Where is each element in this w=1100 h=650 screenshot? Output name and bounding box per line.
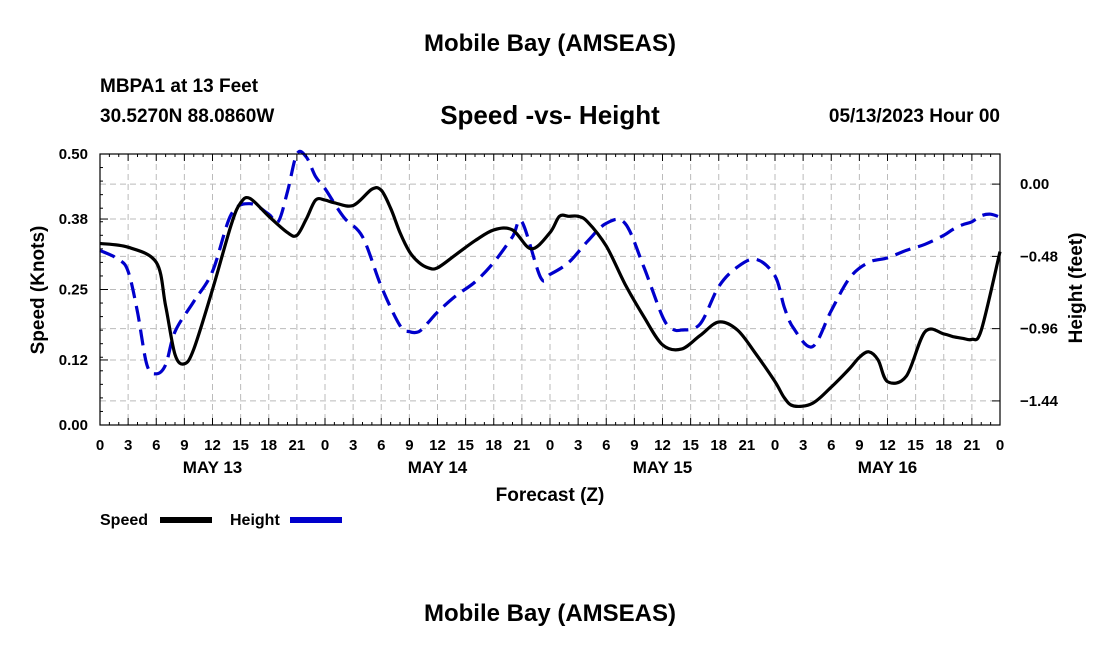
x-axis-label: Forecast (Z) xyxy=(496,485,605,506)
y2-axis-label: Height (feet) xyxy=(1066,233,1087,344)
x-tick-label: 12 xyxy=(204,437,221,454)
station-label: MBPA1 at 13 Feet xyxy=(100,76,259,97)
x-tick-label: 15 xyxy=(457,437,474,454)
chart-main-title: Mobile Bay (AMSEAS) xyxy=(423,30,677,57)
legend-label-height: Height xyxy=(230,512,280,529)
x-tick-label: 0 xyxy=(321,437,329,454)
x-tick-label: 18 xyxy=(260,437,277,454)
x-tick-label: 9 xyxy=(630,437,638,454)
x-tick-label: 6 xyxy=(377,437,385,454)
y2-tick-label: −1.44 xyxy=(1020,393,1059,410)
y-tick-label: 0.12 xyxy=(59,352,88,369)
x-tick-label: 0 xyxy=(546,437,554,454)
y2-tick-label: −0.96 xyxy=(1020,321,1058,338)
x-tick-label: 3 xyxy=(124,437,132,454)
x-tick-label: 18 xyxy=(485,437,502,454)
x-tick-label: 9 xyxy=(855,437,863,454)
station-coordinates: 30.5270N 88.0860W xyxy=(100,106,275,127)
series-line-speed xyxy=(99,186,1002,409)
x-tick-label: 0 xyxy=(771,437,779,454)
x-tick-label: 12 xyxy=(654,437,671,454)
x-tick-label: 18 xyxy=(710,437,727,454)
x-tick-label: 15 xyxy=(232,437,249,454)
y2-tick-label: 0.00 xyxy=(1020,176,1049,193)
y-tick-label: 0.25 xyxy=(59,282,88,299)
legend: Speed Height xyxy=(100,512,342,529)
forecast-datetime: 05/13/2023 Hour 00 xyxy=(828,106,1000,127)
x-tick-label: 6 xyxy=(827,437,835,454)
x-tick-label: 21 xyxy=(289,437,306,454)
x-tick-label: 3 xyxy=(349,437,357,454)
x-tick-label: 3 xyxy=(574,437,582,454)
x-tick-label: 21 xyxy=(964,437,981,454)
x-tick-label: 21 xyxy=(514,437,531,454)
y-tick-label: 0.38 xyxy=(59,211,88,228)
y2-tick-label: −0.48 xyxy=(1020,248,1058,265)
axes: 0 3 6 9 12 15 18 21 0 3 6 9 12 15 18 21 0 3 6 9 12 15 18 21 0 3 6 9… xyxy=(59,146,1059,477)
chart-subtitle: Speed -vs- Height xyxy=(440,100,660,130)
x-tick-label: 0 xyxy=(96,437,104,454)
x-tick-label: 12 xyxy=(429,437,446,454)
repeated-chart-title: Mobile Bay (AMSEAS) xyxy=(423,600,677,627)
x-tick-label: 3 xyxy=(799,437,807,454)
x-day-label: MAY 13 xyxy=(183,458,243,477)
speed-height-chart: 0 3 6 9 12 15 18 21 0 3 6 9 12 15 18 21 0 3 6 9 12 15 18 21 0 3 6 9… xyxy=(28,146,1087,529)
x-tick-label: 9 xyxy=(405,437,413,454)
x-day-label: MAY 15 xyxy=(633,458,693,477)
x-tick-label: 6 xyxy=(152,437,160,454)
x-tick-label: 21 xyxy=(739,437,756,454)
x-day-label: MAY 16 xyxy=(858,458,918,477)
y-tick-label: 0.50 xyxy=(59,146,88,163)
series-line-height xyxy=(99,149,1001,376)
x-tick-label: 9 xyxy=(180,437,188,454)
x-tick-label: 0 xyxy=(996,437,1004,454)
x-tick-label: 12 xyxy=(879,437,896,454)
series-lines xyxy=(99,149,1002,409)
legend-label-speed: Speed xyxy=(100,512,148,529)
x-tick-label: 18 xyxy=(935,437,952,454)
x-day-label: MAY 14 xyxy=(408,458,468,477)
y-axis-label: Speed (Knots) xyxy=(28,226,49,355)
grid-lines xyxy=(100,154,1000,425)
x-tick-label: 15 xyxy=(682,437,699,454)
y-tick-label: 0.00 xyxy=(59,417,88,434)
x-tick-label: 15 xyxy=(907,437,924,454)
x-tick-label: 6 xyxy=(602,437,610,454)
